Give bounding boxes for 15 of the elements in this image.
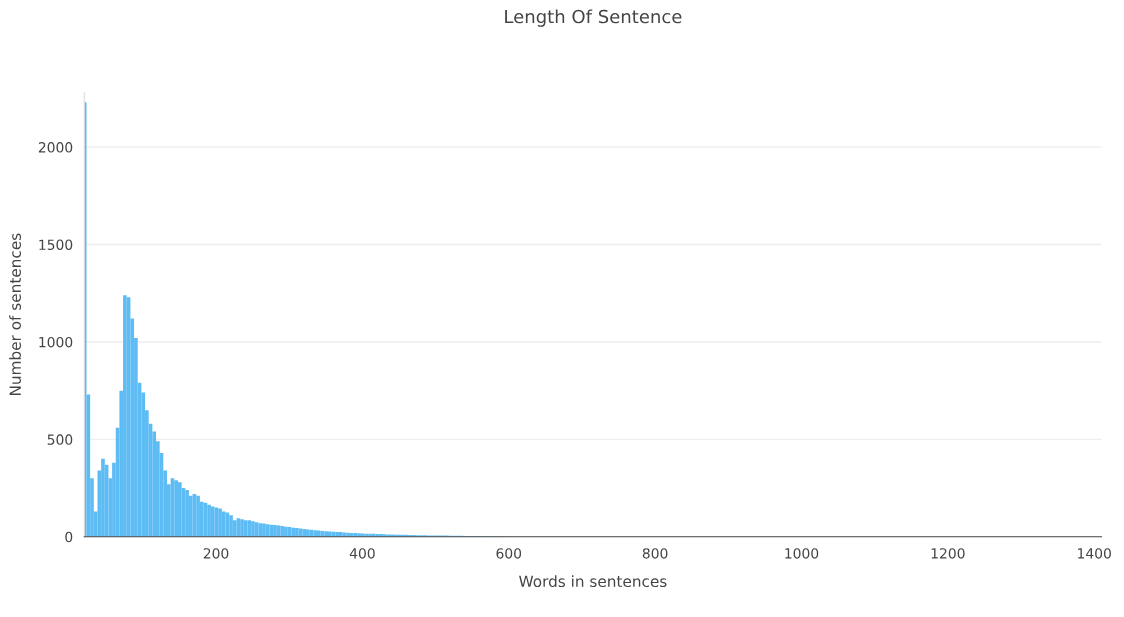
- x-tick-label: 200: [203, 548, 229, 559]
- x-tick-label: 600: [496, 548, 522, 559]
- y-tick-label: 2000: [38, 142, 73, 153]
- x-tick-label: 1400: [1078, 548, 1111, 559]
- x-tick-label: 1000: [785, 548, 819, 559]
- y-tick-label: 500: [47, 434, 73, 445]
- y-tick-label: 0: [65, 531, 73, 543]
- x-axis-title: Words in sentences: [519, 575, 667, 588]
- x-tick-label: 800: [642, 548, 668, 559]
- chart-title: Length Of Sentence: [505, 9, 682, 27]
- y-tick-label: 1500: [39, 239, 73, 250]
- x-tick-label: 400: [349, 548, 375, 559]
- y-axis-title: Number of sentences: [9, 233, 21, 396]
- y-tick-label: 1000: [39, 336, 73, 348]
- x-tick-label: 1200: [931, 548, 965, 559]
